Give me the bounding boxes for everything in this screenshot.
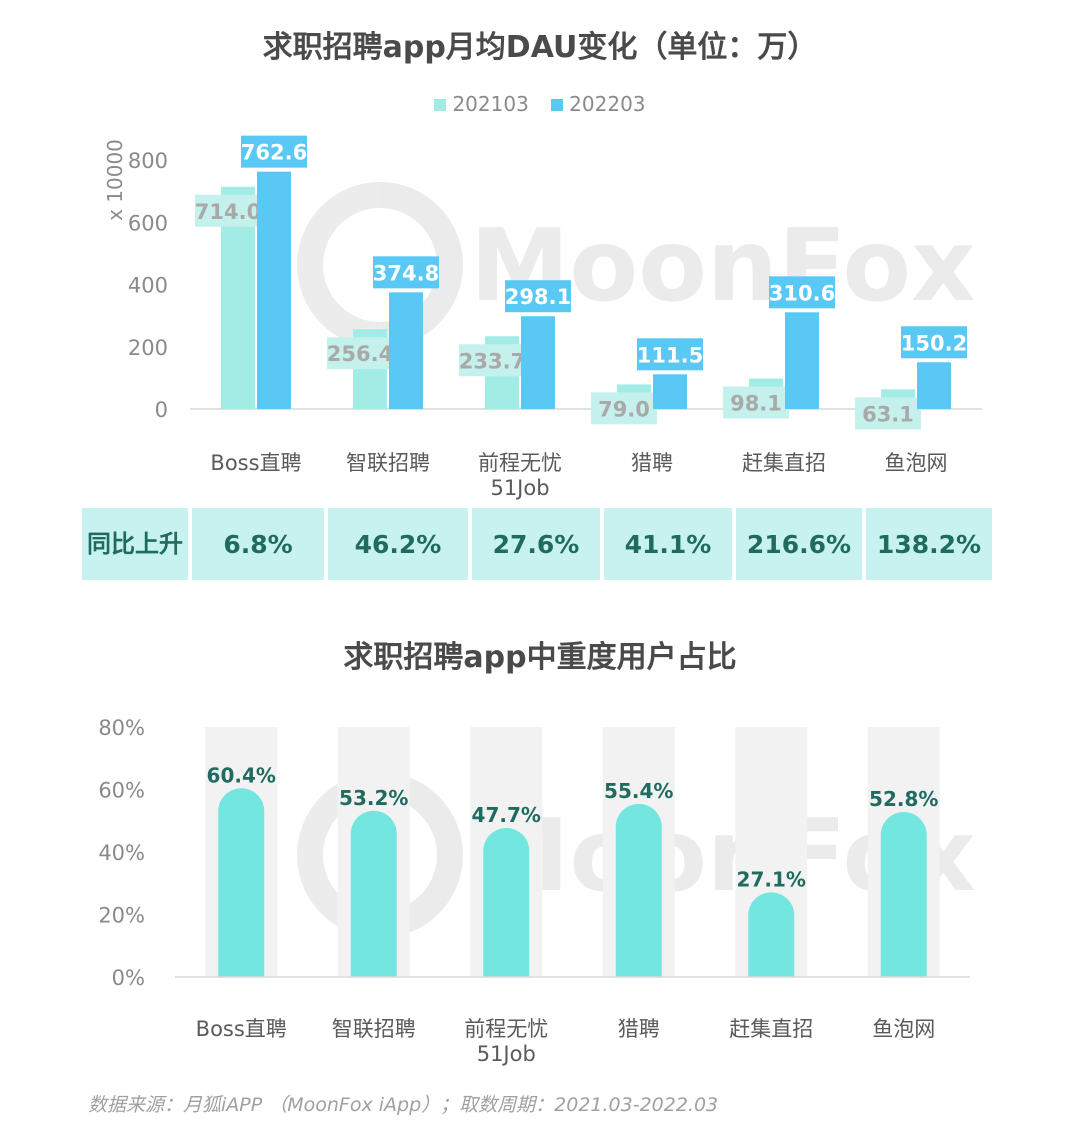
chart1-data-label-202103: 98.1 bbox=[730, 391, 782, 415]
chart2-category-label: 智联招聘 bbox=[332, 1017, 416, 1041]
chart2-data-label: 53.2% bbox=[339, 786, 408, 810]
yoy-header-cell: 同比 上升 bbox=[82, 508, 188, 580]
chart1-y-axis-label: x 10000 bbox=[103, 139, 127, 221]
chart2-bar bbox=[483, 827, 530, 977]
chart1-bar-202203 bbox=[917, 362, 951, 409]
chart2-y-tick-label: 80% bbox=[98, 716, 145, 740]
chart1-data-label-202203: 762.6 bbox=[241, 141, 307, 165]
chart2-category-label: 前程无忧 51Job bbox=[464, 1017, 548, 1066]
chart1-data-label-202203: 150.2 bbox=[901, 331, 967, 355]
chart1-data-label-202103: 256.4 bbox=[327, 342, 393, 366]
yoy-growth-table: 同比 上升 6.8% 46.2% 27.6% 41.1% 216.6% 138.2% bbox=[82, 508, 993, 580]
chart1-data-label-box bbox=[195, 194, 261, 227]
chart2-category-label: 猎聘 bbox=[618, 1017, 660, 1041]
chart1-bar-202203 bbox=[257, 171, 291, 409]
chart2-data-label: 60.4% bbox=[207, 763, 276, 787]
chart1-data-label-box bbox=[241, 135, 307, 168]
yoy-value-cell: 216.6% bbox=[736, 508, 862, 580]
chart2-data-label: 27.1% bbox=[737, 867, 806, 891]
chart2-y-tick-label: 0% bbox=[112, 966, 145, 990]
chart1-bar-202203 bbox=[521, 316, 555, 409]
chart1-category-label: 智联招聘 bbox=[346, 451, 430, 475]
chart2-bar bbox=[748, 892, 795, 977]
chart1-y-tick-label: 0 bbox=[155, 398, 168, 422]
chart1-legend: 202103 202203 bbox=[0, 92, 1080, 116]
chart2-bar bbox=[218, 788, 265, 977]
chart1-data-label-box bbox=[327, 337, 393, 370]
chart2-bar bbox=[880, 812, 927, 977]
chart2-data-label: 47.7% bbox=[472, 803, 541, 827]
chart1-data-label-202203: 310.6 bbox=[769, 281, 835, 305]
chart1-data-label-box bbox=[723, 386, 789, 419]
chart2-bar bbox=[350, 810, 397, 977]
chart1-data-label-202103: 63.1 bbox=[862, 402, 914, 426]
chart1-title: 求职招聘app月均DAU变化（单位：万） bbox=[262, 30, 818, 65]
legend-label-202203: 202203 bbox=[569, 92, 646, 116]
chart1-data-label-202203: 374.8 bbox=[373, 261, 439, 285]
chart1-category-label: 猎聘 bbox=[631, 451, 673, 475]
chart1-category-label: Boss直聘 bbox=[210, 451, 301, 475]
chart2-data-label: 55.4% bbox=[604, 779, 673, 803]
chart1-data-label-box bbox=[591, 392, 657, 425]
chart1-data-label-box bbox=[855, 397, 921, 430]
chart1-data-label-202103: 79.0 bbox=[598, 397, 650, 421]
chart2-y-tick-label: 60% bbox=[98, 779, 145, 803]
chart1-y-tick-label: 400 bbox=[128, 274, 168, 298]
chart1-data-label-box bbox=[901, 326, 967, 359]
chart2-category-label: 赶集直招 bbox=[729, 1017, 813, 1041]
chart1-data-label-box bbox=[459, 344, 525, 377]
chart1-data-label-box bbox=[637, 338, 703, 371]
chart1-bar-202203 bbox=[389, 292, 423, 409]
chart2-category-label: 鱼泡网 bbox=[872, 1017, 935, 1041]
chart1-data-label-202103: 714.0 bbox=[195, 200, 261, 224]
yoy-value-cell: 6.8% bbox=[192, 508, 324, 580]
chart2-category-label: Boss直聘 bbox=[196, 1017, 287, 1041]
chart1-data-label-202203: 298.1 bbox=[505, 285, 571, 309]
yoy-value-cell: 27.6% bbox=[472, 508, 600, 580]
chart2-data-label: 52.8% bbox=[869, 787, 938, 811]
chart2-y-tick-label: 20% bbox=[98, 904, 145, 928]
chart1-category-label: 前程无忧 51Job bbox=[478, 451, 562, 500]
yoy-value-cell: 46.2% bbox=[328, 508, 468, 580]
yoy-value-cell: 41.1% bbox=[604, 508, 732, 580]
data-source-note: 数据来源：月狐iAPP （MoonFox iApp）；取数周期：2021.03-… bbox=[88, 1094, 719, 1116]
chart1-bar-202203 bbox=[653, 374, 687, 409]
chart1-category-label: 鱼泡网 bbox=[885, 451, 948, 475]
yoy-value-cell: 138.2% bbox=[866, 508, 992, 580]
chart1-category-label: 赶集直招 bbox=[742, 451, 826, 475]
legend-swatch-202203 bbox=[551, 99, 564, 111]
chart1-bar-202203 bbox=[785, 312, 819, 409]
chart2-title: 求职招聘app中重度用户占比 bbox=[343, 640, 737, 675]
legend-swatch-202103 bbox=[434, 99, 447, 111]
chart1-data-label-box bbox=[769, 276, 835, 309]
chart1-data-label-box bbox=[373, 256, 439, 289]
legend-item-202203: 202203 bbox=[551, 92, 646, 116]
legend-item-202103: 202103 bbox=[434, 92, 529, 116]
chart1-data-label-202103: 233.7 bbox=[459, 349, 525, 373]
chart1-data-label-202203: 111.5 bbox=[637, 343, 703, 367]
chart1-y-tick-label: 600 bbox=[128, 211, 168, 235]
chart2-y-tick-label: 40% bbox=[98, 841, 145, 865]
chart1-data-label-box bbox=[505, 280, 571, 313]
chart2-bar bbox=[615, 803, 662, 977]
legend-label-202103: 202103 bbox=[452, 92, 529, 116]
chart1-y-tick-label: 200 bbox=[128, 336, 168, 360]
chart1-y-tick-label: 800 bbox=[128, 149, 168, 173]
